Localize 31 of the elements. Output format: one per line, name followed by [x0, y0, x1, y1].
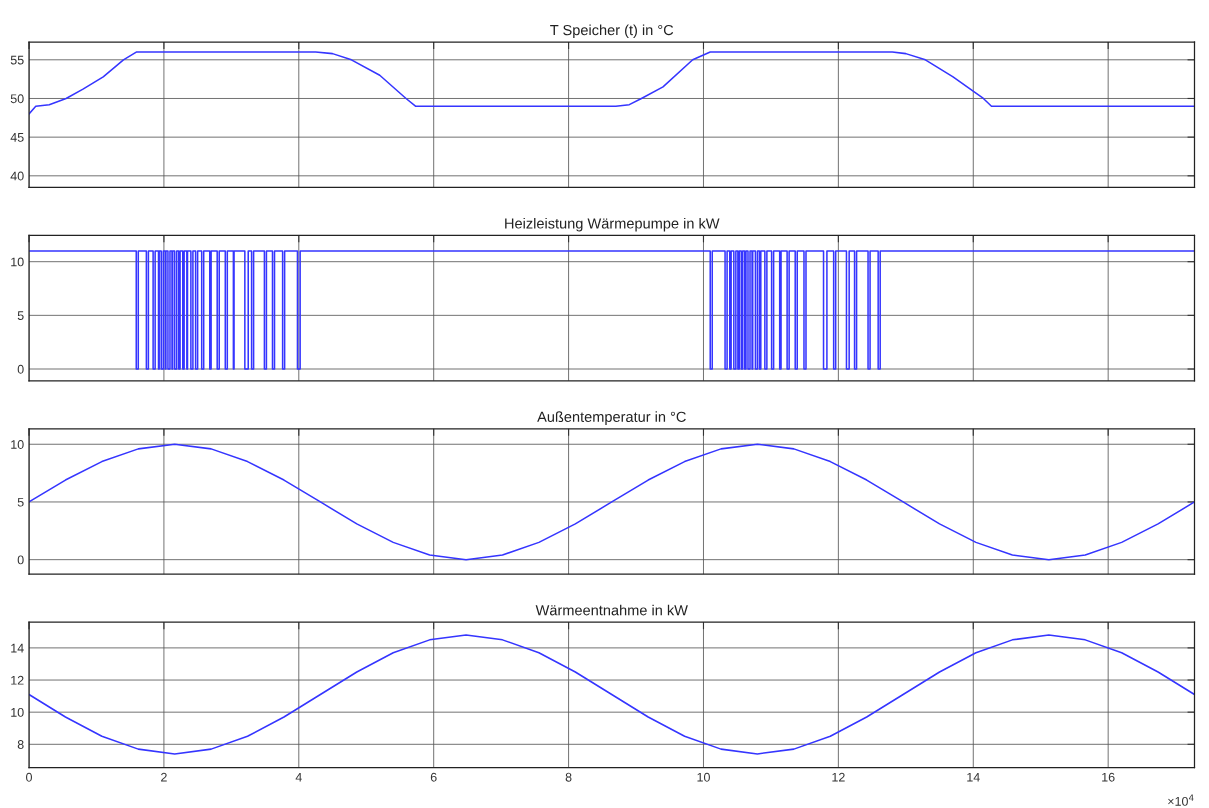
y-tick-label: 45	[10, 133, 24, 142]
y-tick-label: 10	[11, 707, 24, 717]
y-tick-label: 40	[10, 171, 24, 181]
x-tick-label: 0	[26, 772, 32, 782]
y-tick-label: 55	[10, 55, 24, 65]
x-tick-label: 6	[430, 772, 437, 782]
y-tick-label: 10	[11, 440, 24, 449]
x-tick-label: 8	[565, 772, 572, 782]
x-tick-label: 14	[967, 772, 980, 782]
chart-title: Wärmeentnahme in kW	[535, 604, 688, 616]
y-tick-label: 5	[17, 311, 24, 321]
x-tick-label: 16	[1102, 772, 1115, 782]
y-tick-label: 5	[17, 497, 24, 507]
y-tick-label: 12	[11, 675, 24, 685]
x-tick-label: 10	[697, 772, 710, 782]
line-series	[29, 51, 1195, 115]
chart-title: Heizleistung Wärmepumpe in kW	[505, 217, 720, 232]
y-tick-label: 50	[10, 94, 24, 104]
text: ×10$^{4}$	[1168, 794, 1194, 806]
x-tick-label: 2	[161, 772, 167, 782]
y-tick-label: 0	[17, 364, 24, 374]
chart-title: Außentemperatur in °C	[537, 411, 686, 425]
x-tick-label: 12	[832, 772, 845, 782]
y-tick-label: 10	[11, 257, 24, 267]
y-tick-label: 14	[11, 643, 24, 653]
chart-title: T Speicher (t) in °C	[550, 24, 674, 39]
y-tick-label: 8	[17, 740, 24, 749]
x-tick-label: 4	[295, 772, 302, 782]
line-series	[29, 443, 1195, 561]
line-series	[29, 634, 1195, 755]
y-tick-label: 0	[17, 555, 24, 565]
